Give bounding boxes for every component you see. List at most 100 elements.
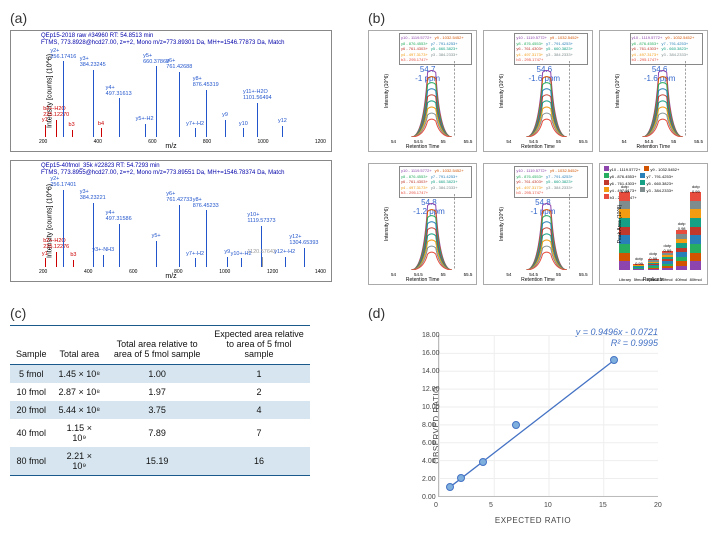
peak: [156, 66, 157, 137]
table-cell: 10 fmol: [10, 383, 53, 401]
stacked-bar: dotp 0.99: [633, 264, 644, 270]
panel-c-label: (c): [10, 305, 358, 321]
peak-label: y6+761.42733: [166, 191, 192, 203]
bar-xlabel: Replicate: [643, 277, 664, 283]
ytick: 18.00: [422, 332, 440, 339]
chrom-xlabel: Retention Time: [637, 144, 671, 150]
xtick: 15: [599, 502, 607, 509]
panel-d-label: (d): [368, 305, 716, 321]
peak-label: y3+384.23221: [80, 189, 106, 201]
peak-label: b4: [98, 121, 104, 127]
peak-label: b3: [69, 122, 75, 128]
peak-label: y3+384.23245: [80, 56, 106, 68]
table-cell: 7: [208, 419, 310, 447]
peak-label: y12+1304.65393: [289, 234, 318, 246]
table-cell: 1.45 × 10⁸: [53, 364, 107, 383]
table-row: 10 fmol2.87 × 10⁸1.972: [10, 383, 310, 401]
ytick: 8.00: [422, 422, 436, 429]
peak: [225, 120, 226, 137]
peak: [103, 255, 104, 267]
peak-label: y10: [239, 121, 248, 127]
peak-label: y9: [222, 112, 228, 118]
panel-d: (d) y = 0.9496x - 0.0721 R² = 0.9995 OBS…: [368, 305, 716, 525]
peak-label: y8+876.45233: [193, 197, 219, 209]
table-cell: 1: [208, 364, 310, 383]
table-row: 80 fmol2.21 × 10⁹15.1916: [10, 447, 310, 476]
xtick: 5: [489, 502, 493, 509]
xtick: 0: [434, 502, 438, 509]
table-cell: 2: [208, 383, 310, 401]
scatter-chart: y = 0.9496x - 0.0721 R² = 0.9995 OBSERVE…: [398, 325, 668, 525]
peak: [45, 258, 46, 267]
ytick: 2.00: [422, 476, 436, 483]
peak-label: y8+876.45319: [193, 76, 219, 88]
table-cell: 4: [208, 401, 310, 419]
peak: [56, 120, 57, 137]
chrom-xlabel: Retention Time: [406, 277, 440, 283]
ytick: 14.00: [422, 368, 440, 375]
peak-label: y12+-H2: [274, 249, 295, 255]
peak: [282, 126, 283, 137]
table-cell: 1.15 × 10⁹: [53, 419, 107, 447]
chrom-ylabel: Intensity (10^6): [499, 74, 505, 108]
ytick: 12.00: [422, 386, 440, 393]
peak-label: y4+497.31613: [106, 85, 132, 97]
peak: [56, 252, 57, 267]
ytick: 16.00: [422, 350, 440, 357]
peak: [243, 128, 244, 137]
peak-label: y5+-H2: [136, 116, 154, 122]
table-cell: 7.89: [106, 419, 208, 447]
scatter-marker: [479, 458, 487, 466]
peak: [156, 241, 157, 267]
panel-b-label: (b): [368, 10, 716, 26]
spectrum-header: QEp15-2018 raw #34960 RT: 54.8513 minFTM…: [41, 33, 284, 47]
peak-label: y1: [42, 251, 48, 257]
peak: [206, 90, 207, 137]
peak: [179, 72, 180, 137]
table-cell: 5 fmol: [10, 364, 53, 383]
peak-label: y3+-NH3: [92, 247, 114, 253]
chromatogram: y10 - 1119.5772+y9 - 1032.5452+y8 - 876.…: [368, 163, 477, 285]
ytick: 4.00: [422, 458, 436, 465]
table-cell: 3.75: [106, 401, 208, 419]
peak-label: y2+256.17401: [50, 176, 76, 188]
peak-label: y7+-H2: [186, 251, 204, 257]
peak-label: y10+1119.57373: [247, 212, 275, 224]
peak-label: b3: [70, 252, 76, 258]
scatter-marker: [610, 356, 618, 364]
chrom-xlabel: Retention Time: [521, 144, 555, 150]
peak: [241, 258, 242, 267]
peak-label: y7+-H2: [186, 121, 204, 127]
figure-container: (a) QEp15-2018 raw #34960 RT: 54.8513 mi…: [10, 10, 716, 525]
chromatogram: y10 - 1119.5772+y9 - 1032.5452+y8 - 876.…: [483, 163, 592, 285]
xtick: 10: [544, 502, 552, 509]
scatter-xlabel: EXPECTED RATIO: [495, 516, 571, 525]
scatter-marker: [446, 483, 454, 491]
peak-label: y1: [42, 117, 48, 123]
table-row: 20 fmol5.44 × 10⁸3.754: [10, 401, 310, 419]
peak: [63, 61, 64, 137]
ytick: 6.00: [422, 440, 436, 447]
peak: [119, 224, 120, 267]
peak: [262, 257, 263, 267]
table-cell: 16: [208, 447, 310, 476]
peak-label: 1120.57642: [247, 249, 276, 255]
chrom-ylabel: Intensity (10^6): [615, 74, 621, 108]
panel-a-label: (a): [10, 10, 358, 26]
peak: [206, 210, 207, 267]
peak: [119, 98, 120, 137]
chrom-xlabel: Retention Time: [406, 144, 440, 150]
table-cell: 40 fmol: [10, 419, 53, 447]
chromatogram: y10 - 1119.5772+y9 - 1032.5452+y8 - 876.…: [368, 30, 477, 152]
peak-label: y6+761.42688: [166, 58, 192, 70]
peak-label: y4+497.31586: [106, 210, 132, 222]
peak: [227, 257, 228, 267]
peak: [257, 103, 258, 137]
table-cell: 1.97: [106, 383, 208, 401]
bar-ylabel: Peak Area (10^8): [617, 205, 623, 243]
peak-label: b2+-H2O225.12270: [43, 106, 69, 118]
peak: [304, 248, 305, 267]
peak: [195, 128, 196, 137]
peak-label: y2+256.17416: [50, 48, 76, 60]
peak-label: b2+-H2O225.12276: [43, 238, 69, 250]
